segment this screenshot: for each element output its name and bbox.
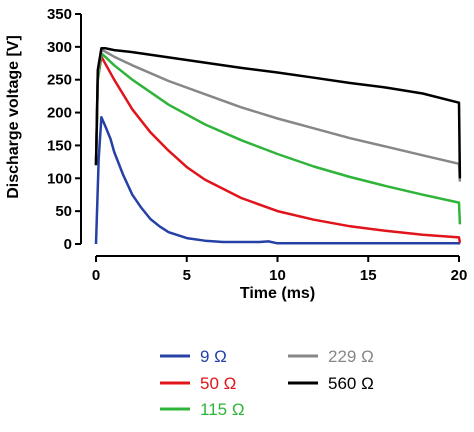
series-line-2 <box>94 52 462 225</box>
legend: 9 Ω 50 Ω 115 Ω 229 Ω 560 Ω <box>160 347 374 419</box>
x-axis-title: Time (ms) <box>240 285 315 302</box>
y-tick-label: 250 <box>47 72 72 89</box>
y-axis-title: Discharge voltage [V] <box>5 35 22 199</box>
series-line-3 <box>94 48 462 182</box>
axes-layer <box>80 14 459 257</box>
series-line-0 <box>94 115 461 245</box>
x-tick-label: 5 <box>183 267 191 284</box>
legend-label-0: 9 Ω <box>200 347 227 366</box>
x-tick-label: 15 <box>360 267 377 284</box>
x-ticks: 0 5 10 15 20 <box>92 256 468 284</box>
legend-label-2: 115 Ω <box>200 400 245 419</box>
x-tick-label: 10 <box>269 267 286 284</box>
y-tick-label: 350 <box>47 6 72 23</box>
y-tick-label: 100 <box>47 170 72 187</box>
series-line-4 <box>94 46 462 179</box>
y-tick-label: 150 <box>47 137 72 154</box>
legend-label-3: 229 Ω <box>328 347 374 366</box>
x-tick-label: 20 <box>451 267 468 284</box>
legend-label-4: 560 Ω <box>328 374 374 393</box>
y-tick-label: 50 <box>55 203 72 220</box>
x-tick-label: 0 <box>92 267 100 284</box>
series-layer <box>94 46 462 245</box>
legend-label-1: 50 Ω <box>200 374 236 393</box>
y-tick-label: 0 <box>64 236 72 253</box>
y-tick-label: 300 <box>47 39 72 56</box>
y-tick-label: 200 <box>47 105 72 122</box>
y-ticks: 0 50 100 150 200 250 300 350 <box>47 6 81 253</box>
series-line-1 <box>94 55 462 243</box>
